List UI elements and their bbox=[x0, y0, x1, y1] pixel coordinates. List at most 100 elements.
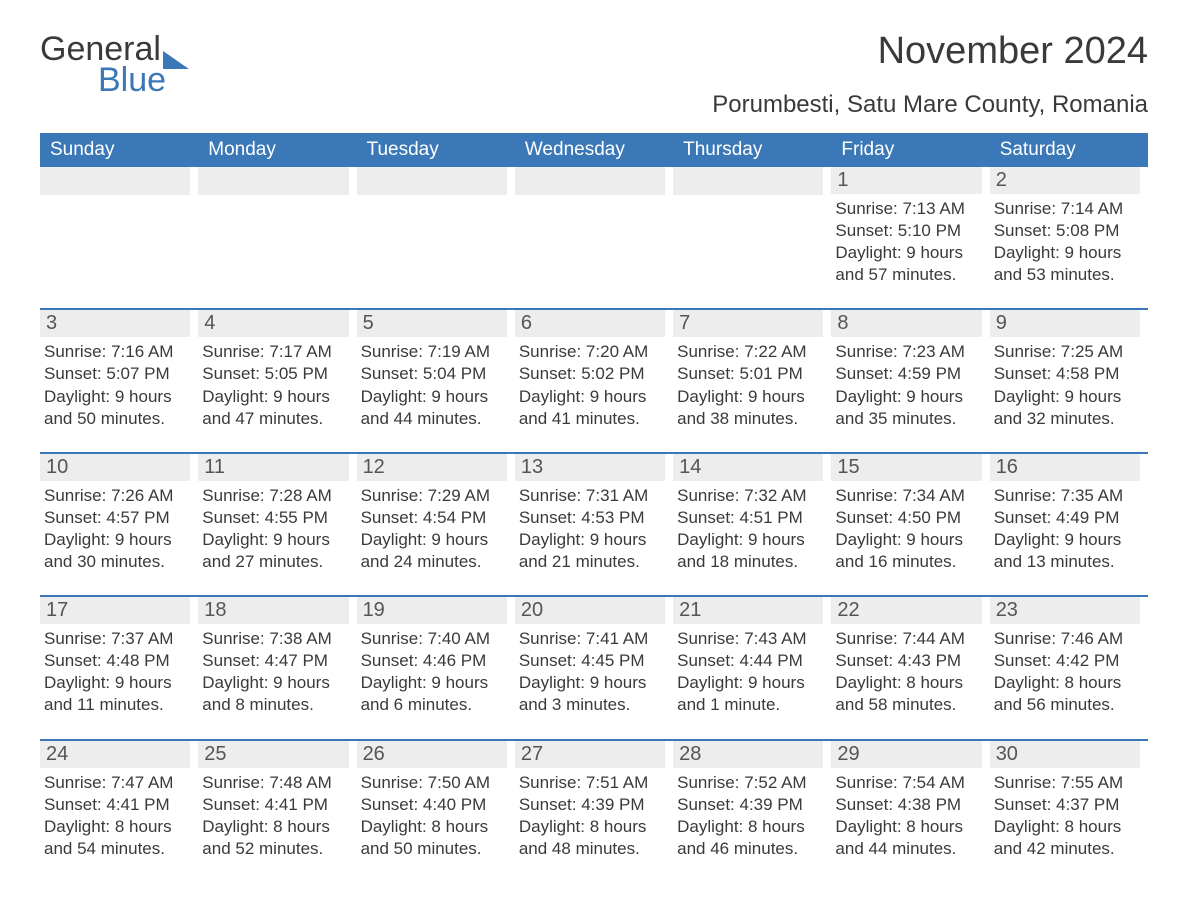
weekday-header: Saturday bbox=[990, 133, 1148, 167]
day-info: Sunrise: 7:20 AMSunset: 5:02 PMDaylight:… bbox=[515, 337, 665, 429]
day-info: Sunrise: 7:14 AMSunset: 5:08 PMDaylight:… bbox=[990, 194, 1140, 286]
day-info: Sunrise: 7:47 AMSunset: 4:41 PMDaylight:… bbox=[40, 768, 190, 860]
title-location: Porumbesti, Satu Mare County, Romania bbox=[712, 91, 1148, 119]
daylight-line1: Daylight: 9 hours bbox=[44, 386, 190, 408]
daylight-line1: Daylight: 9 hours bbox=[361, 386, 507, 408]
day-cell: 30Sunrise: 7:55 AMSunset: 4:37 PMDayligh… bbox=[990, 741, 1148, 860]
daylight-line1: Daylight: 8 hours bbox=[519, 816, 665, 838]
day-cell: 10Sunrise: 7:26 AMSunset: 4:57 PMDayligh… bbox=[40, 454, 198, 573]
daylight-line1: Daylight: 9 hours bbox=[519, 529, 665, 551]
day-number: 10 bbox=[40, 454, 190, 481]
weekday-header: Thursday bbox=[673, 133, 831, 167]
week-row: 24Sunrise: 7:47 AMSunset: 4:41 PMDayligh… bbox=[40, 739, 1148, 860]
weekday-header: Monday bbox=[198, 133, 356, 167]
day-cell: 23Sunrise: 7:46 AMSunset: 4:42 PMDayligh… bbox=[990, 597, 1148, 716]
day-number: 12 bbox=[357, 454, 507, 481]
day-number: 30 bbox=[990, 741, 1140, 768]
sunset-text: Sunset: 4:49 PM bbox=[994, 507, 1140, 529]
sunrise-text: Sunrise: 7:48 AM bbox=[202, 772, 348, 794]
daylight-line2: and 48 minutes. bbox=[519, 838, 665, 860]
daylight-line2: and 35 minutes. bbox=[835, 408, 981, 430]
day-info: Sunrise: 7:29 AMSunset: 4:54 PMDaylight:… bbox=[357, 481, 507, 573]
daylight-line2: and 27 minutes. bbox=[202, 551, 348, 573]
sunrise-text: Sunrise: 7:26 AM bbox=[44, 485, 190, 507]
daylight-line2: and 54 minutes. bbox=[44, 838, 190, 860]
day-number: 29 bbox=[831, 741, 981, 768]
sunset-text: Sunset: 4:58 PM bbox=[994, 363, 1140, 385]
sunset-text: Sunset: 4:41 PM bbox=[202, 794, 348, 816]
day-info: Sunrise: 7:40 AMSunset: 4:46 PMDaylight:… bbox=[357, 624, 507, 716]
sunset-text: Sunset: 4:59 PM bbox=[835, 363, 981, 385]
day-info: Sunrise: 7:28 AMSunset: 4:55 PMDaylight:… bbox=[198, 481, 348, 573]
day-cell: 3Sunrise: 7:16 AMSunset: 5:07 PMDaylight… bbox=[40, 310, 198, 429]
daylight-line2: and 18 minutes. bbox=[677, 551, 823, 573]
day-info: Sunrise: 7:54 AMSunset: 4:38 PMDaylight:… bbox=[831, 768, 981, 860]
sunset-text: Sunset: 4:42 PM bbox=[994, 650, 1140, 672]
sunset-text: Sunset: 5:07 PM bbox=[44, 363, 190, 385]
day-cell bbox=[673, 167, 831, 286]
daylight-line2: and 1 minute. bbox=[677, 694, 823, 716]
sunrise-text: Sunrise: 7:38 AM bbox=[202, 628, 348, 650]
day-cell: 24Sunrise: 7:47 AMSunset: 4:41 PMDayligh… bbox=[40, 741, 198, 860]
day-cell bbox=[357, 167, 515, 286]
weeks-container: 1Sunrise: 7:13 AMSunset: 5:10 PMDaylight… bbox=[40, 167, 1148, 860]
day-cell: 7Sunrise: 7:22 AMSunset: 5:01 PMDaylight… bbox=[673, 310, 831, 429]
daylight-line2: and 13 minutes. bbox=[994, 551, 1140, 573]
daylight-line1: Daylight: 9 hours bbox=[994, 242, 1140, 264]
sunrise-text: Sunrise: 7:55 AM bbox=[994, 772, 1140, 794]
day-number: 1 bbox=[831, 167, 981, 194]
daylight-line1: Daylight: 9 hours bbox=[519, 386, 665, 408]
day-cell: 25Sunrise: 7:48 AMSunset: 4:41 PMDayligh… bbox=[198, 741, 356, 860]
day-number: 6 bbox=[515, 310, 665, 337]
day-number: 8 bbox=[831, 310, 981, 337]
sunrise-text: Sunrise: 7:35 AM bbox=[994, 485, 1140, 507]
day-info: Sunrise: 7:44 AMSunset: 4:43 PMDaylight:… bbox=[831, 624, 981, 716]
sunrise-text: Sunrise: 7:37 AM bbox=[44, 628, 190, 650]
day-info: Sunrise: 7:50 AMSunset: 4:40 PMDaylight:… bbox=[357, 768, 507, 860]
sunset-text: Sunset: 4:50 PM bbox=[835, 507, 981, 529]
sunset-text: Sunset: 4:39 PM bbox=[677, 794, 823, 816]
day-number: 19 bbox=[357, 597, 507, 624]
day-info: Sunrise: 7:51 AMSunset: 4:39 PMDaylight:… bbox=[515, 768, 665, 860]
daylight-line2: and 30 minutes. bbox=[44, 551, 190, 573]
daylight-line1: Daylight: 9 hours bbox=[835, 242, 981, 264]
day-number: 15 bbox=[831, 454, 981, 481]
sunrise-text: Sunrise: 7:44 AM bbox=[835, 628, 981, 650]
daylight-line1: Daylight: 9 hours bbox=[202, 386, 348, 408]
sunset-text: Sunset: 4:41 PM bbox=[44, 794, 190, 816]
day-info: Sunrise: 7:26 AMSunset: 4:57 PMDaylight:… bbox=[40, 481, 190, 573]
daylight-line1: Daylight: 9 hours bbox=[202, 672, 348, 694]
day-number: 13 bbox=[515, 454, 665, 481]
sunset-text: Sunset: 5:05 PM bbox=[202, 363, 348, 385]
daylight-line2: and 46 minutes. bbox=[677, 838, 823, 860]
daylight-line1: Daylight: 9 hours bbox=[44, 529, 190, 551]
daylight-line2: and 16 minutes. bbox=[835, 551, 981, 573]
day-cell: 21Sunrise: 7:43 AMSunset: 4:44 PMDayligh… bbox=[673, 597, 831, 716]
daylight-line1: Daylight: 8 hours bbox=[361, 816, 507, 838]
sunrise-text: Sunrise: 7:46 AM bbox=[994, 628, 1140, 650]
day-cell: 1Sunrise: 7:13 AMSunset: 5:10 PMDaylight… bbox=[831, 167, 989, 286]
daylight-line2: and 50 minutes. bbox=[361, 838, 507, 860]
sunset-text: Sunset: 4:47 PM bbox=[202, 650, 348, 672]
sunrise-text: Sunrise: 7:20 AM bbox=[519, 341, 665, 363]
day-cell: 14Sunrise: 7:32 AMSunset: 4:51 PMDayligh… bbox=[673, 454, 831, 573]
day-info: Sunrise: 7:32 AMSunset: 4:51 PMDaylight:… bbox=[673, 481, 823, 573]
sunrise-text: Sunrise: 7:43 AM bbox=[677, 628, 823, 650]
day-cell: 2Sunrise: 7:14 AMSunset: 5:08 PMDaylight… bbox=[990, 167, 1148, 286]
daylight-line1: Daylight: 8 hours bbox=[994, 816, 1140, 838]
daylight-line1: Daylight: 8 hours bbox=[202, 816, 348, 838]
sunset-text: Sunset: 5:04 PM bbox=[361, 363, 507, 385]
week-row: 3Sunrise: 7:16 AMSunset: 5:07 PMDaylight… bbox=[40, 308, 1148, 429]
day-info: Sunrise: 7:17 AMSunset: 5:05 PMDaylight:… bbox=[198, 337, 348, 429]
sunset-text: Sunset: 5:08 PM bbox=[994, 220, 1140, 242]
sunrise-text: Sunrise: 7:31 AM bbox=[519, 485, 665, 507]
daylight-line2: and 11 minutes. bbox=[44, 694, 190, 716]
day-number: 14 bbox=[673, 454, 823, 481]
day-cell bbox=[40, 167, 198, 286]
daylight-line2: and 24 minutes. bbox=[361, 551, 507, 573]
day-number: 28 bbox=[673, 741, 823, 768]
sunrise-text: Sunrise: 7:51 AM bbox=[519, 772, 665, 794]
daylight-line2: and 44 minutes. bbox=[361, 408, 507, 430]
logo: General Blue bbox=[40, 30, 189, 100]
daylight-line2: and 57 minutes. bbox=[835, 264, 981, 286]
